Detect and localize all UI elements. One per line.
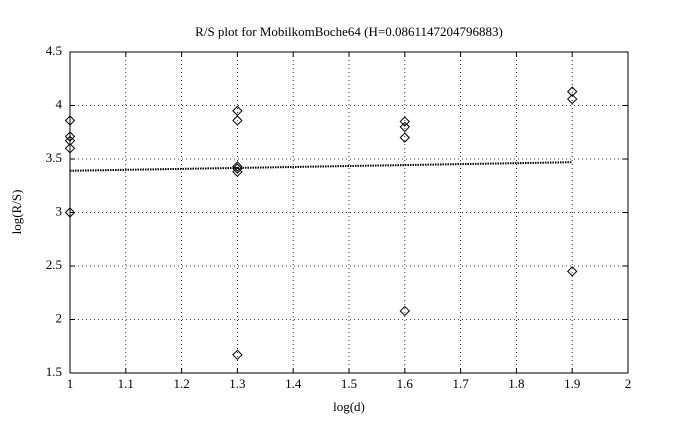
x-tick-label: 1.5 [341,376,357,391]
chart-title: R/S plot for MobilkomBoche64 (H=0.086114… [195,24,503,39]
data-point [232,115,243,126]
data-point [566,93,578,105]
x-tick-label: 1.6 [397,376,414,391]
x-tick-label: 1 [67,376,74,391]
data-point [64,143,76,154]
data-point [64,135,76,147]
y-tick-label: 4.5 [46,43,62,58]
plot-frame [69,51,629,374]
data-point [566,86,578,97]
x-tick-label: 1.4 [285,376,302,391]
x-tick-label: 1.3 [229,376,245,391]
data-point [64,207,76,218]
data-point [232,161,243,172]
y-tick-label: 2.5 [46,257,62,272]
x-tick-label: 1.1 [118,376,134,391]
x-axis-label: log(d) [333,399,365,414]
data-point [64,115,76,126]
data-point [399,132,411,143]
x-tick-label: 2 [625,376,632,391]
x-tick-label: 1.2 [173,376,189,391]
y-tick-label: 3 [56,203,63,218]
data-point [232,349,243,361]
y-tick-label: 2 [56,310,63,325]
y-tick-label: 1.5 [46,364,62,379]
data-point [399,305,411,317]
y-tick-label: 3.5 [46,150,62,165]
data-point [399,121,411,133]
x-tick-label: 1.8 [508,376,524,391]
y-axis-label: log(R/S) [9,190,24,235]
y-tick-label: 4 [56,96,63,111]
data-point [566,266,578,277]
fit-line [69,161,573,172]
data-point [232,166,243,178]
data-point [64,131,76,142]
x-tick-label: 1.7 [452,376,469,391]
x-tick-label: 1.9 [564,376,580,391]
data-point [399,116,411,127]
